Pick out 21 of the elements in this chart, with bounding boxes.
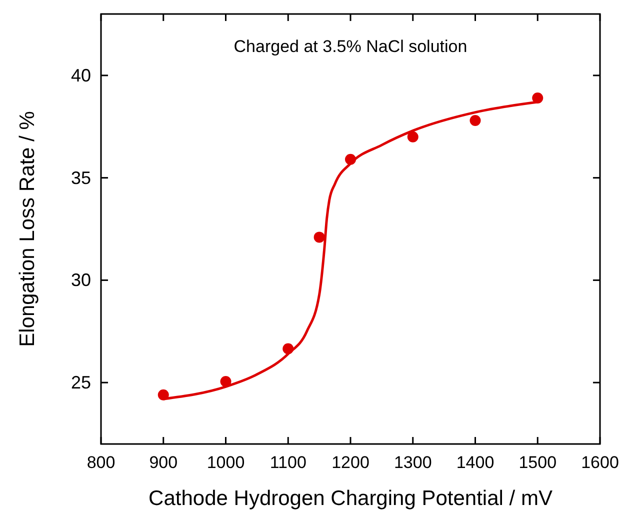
point xyxy=(314,232,325,243)
point xyxy=(470,114,481,126)
x-tick-label: 1100 xyxy=(270,453,306,472)
x-tick-label: 1500 xyxy=(518,453,557,472)
y-tick-label: 25 xyxy=(70,372,91,393)
y-tick-label: 30 xyxy=(70,270,91,290)
y-tick-label: 40 xyxy=(70,65,91,86)
x-tick-label: 1000 xyxy=(206,453,245,472)
point xyxy=(407,131,418,142)
x-tick-label: 800 xyxy=(86,453,116,472)
y-tick-label: 35 xyxy=(70,168,91,188)
x-tick-label: 1600 xyxy=(581,453,619,472)
x-tick-label: 1300 xyxy=(394,453,432,472)
x-tick-label: 900 xyxy=(149,453,178,472)
point xyxy=(158,389,169,400)
point xyxy=(532,92,544,104)
annotation: Charged at 3.5% NaCl solution xyxy=(234,37,468,56)
y-axis-title: Elongation Loss Rate / % xyxy=(16,111,39,347)
x-tick-label: 1200 xyxy=(332,453,370,472)
x-axis-title: Cathode Hydrogen Charging Potential / mV xyxy=(148,487,552,510)
x-tick-label: 1400 xyxy=(456,453,494,472)
